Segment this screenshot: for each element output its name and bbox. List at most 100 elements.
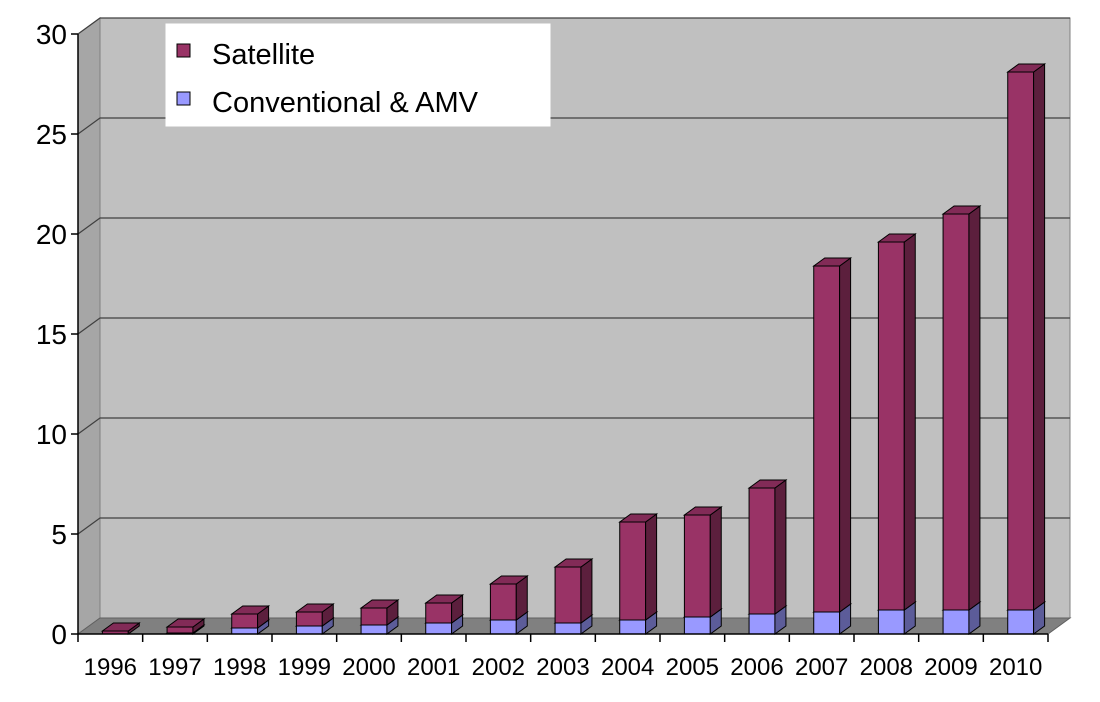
bar-front <box>748 613 776 635</box>
bar-side <box>580 558 593 624</box>
x-tick-label: 2009 <box>924 654 977 681</box>
bar-segment <box>618 513 659 621</box>
bar-segment <box>294 603 335 627</box>
x-tick-label: 2004 <box>601 654 654 681</box>
bar-front <box>1007 71 1035 611</box>
bar-top <box>553 558 594 568</box>
bar-top <box>230 605 271 615</box>
bar-front <box>683 514 711 618</box>
bar-top <box>941 205 982 215</box>
bar-segment <box>100 622 141 635</box>
bar-top <box>876 233 917 243</box>
y-tick-label: 20 <box>36 219 67 250</box>
gridline <box>77 517 1070 535</box>
bar-side <box>839 257 852 613</box>
bar-front <box>360 624 388 635</box>
legend-box <box>165 23 551 127</box>
x-tick-label: 2002 <box>472 654 525 681</box>
x-tick-label: 2010 <box>989 654 1042 681</box>
bar-side <box>774 479 787 615</box>
legend-swatch-conventional-amv <box>176 91 191 106</box>
bar-side <box>709 506 722 618</box>
x-tick-label: 2000 <box>342 654 395 681</box>
x-tick-label: 2005 <box>666 654 719 681</box>
bar-segment <box>553 558 594 624</box>
gridline <box>77 217 1070 235</box>
bar-front <box>619 619 647 635</box>
bar-front <box>813 611 841 635</box>
bar-segment <box>488 575 529 621</box>
bar-front <box>425 602 453 624</box>
bar-segment <box>165 618 206 634</box>
bar-front <box>942 609 970 635</box>
bar-segment <box>876 233 917 611</box>
x-tick-label: 1996 <box>84 654 137 681</box>
bar-front <box>619 521 647 621</box>
legend-swatch-satellite <box>176 43 191 58</box>
bar-segment <box>424 594 465 624</box>
bar-segment <box>747 479 788 615</box>
bar-front <box>295 611 323 627</box>
bar-front <box>877 609 905 635</box>
bar-segment <box>682 506 723 618</box>
bar-front <box>489 583 517 621</box>
bar-top <box>424 594 465 604</box>
bar-segment <box>941 205 982 611</box>
y-tick-label: 15 <box>36 319 67 350</box>
bar-top <box>165 618 206 628</box>
gridline <box>77 17 1070 35</box>
legend: Satellite Conventional & AMV <box>165 23 551 127</box>
y-tick-label: 25 <box>36 119 67 150</box>
x-tick-label: 2008 <box>860 654 913 681</box>
gridline <box>77 317 1070 335</box>
bar-top <box>812 257 853 267</box>
bar-top <box>618 513 659 523</box>
bar-front <box>554 566 582 624</box>
y-tick-label: 10 <box>36 419 67 450</box>
legend-label-satellite: Satellite <box>212 39 315 71</box>
x-tick-label: 2007 <box>795 654 848 681</box>
axes: 0 5 10 15 20 25 30 1996 1997 1998 1999 2000 2001 2002… <box>36 19 1049 681</box>
bar-side <box>645 513 658 621</box>
bar-front <box>295 625 323 635</box>
x-tick-label: 2006 <box>730 654 783 681</box>
bar-side <box>968 205 981 611</box>
bar-top <box>100 622 141 632</box>
bar-front <box>942 213 970 611</box>
bar-top <box>747 479 788 489</box>
x-tick-label: 2003 <box>536 654 589 681</box>
bar-front <box>166 626 194 634</box>
bar-front <box>1007 609 1035 635</box>
y-tick-label: 0 <box>51 619 67 650</box>
bar-top <box>682 506 723 516</box>
gridline <box>77 417 1070 435</box>
x-tick-label: 1997 <box>148 654 201 681</box>
y-tick-label: 30 <box>36 19 67 50</box>
bar-front <box>489 619 517 635</box>
bar-segment <box>230 605 271 629</box>
bar-front <box>877 241 905 611</box>
bar-side <box>903 233 916 611</box>
bar-front <box>813 265 841 613</box>
bar-front <box>748 487 776 615</box>
bar-segment <box>359 599 400 626</box>
bar-front <box>231 613 259 629</box>
bars <box>100 63 1047 635</box>
y-tick-label: 5 <box>51 519 67 550</box>
bar-front <box>231 627 259 635</box>
bar-front <box>683 616 711 635</box>
gridline <box>77 117 1070 135</box>
bar-front <box>360 607 388 626</box>
bar-segment <box>1006 63 1047 611</box>
x-tick-label: 1998 <box>213 654 266 681</box>
bar-top <box>294 603 335 613</box>
bar-top <box>359 599 400 609</box>
bar-front <box>425 622 453 635</box>
x-tick-label: 1999 <box>278 654 331 681</box>
bar-segment <box>812 257 853 613</box>
legend-label-conventional-amv: Conventional & AMV <box>212 87 479 119</box>
bar-front <box>554 622 582 635</box>
x-tick-label: 2001 <box>407 654 460 681</box>
bar-top <box>488 575 529 585</box>
